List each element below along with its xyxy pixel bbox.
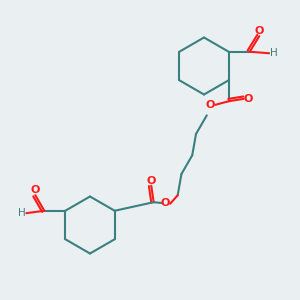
Text: H: H [270,48,278,58]
Text: O: O [206,100,215,110]
Text: O: O [147,176,156,186]
Text: O: O [161,198,170,208]
Text: O: O [255,26,264,36]
Text: O: O [244,94,253,104]
Text: H: H [18,208,26,218]
Text: O: O [31,185,40,195]
